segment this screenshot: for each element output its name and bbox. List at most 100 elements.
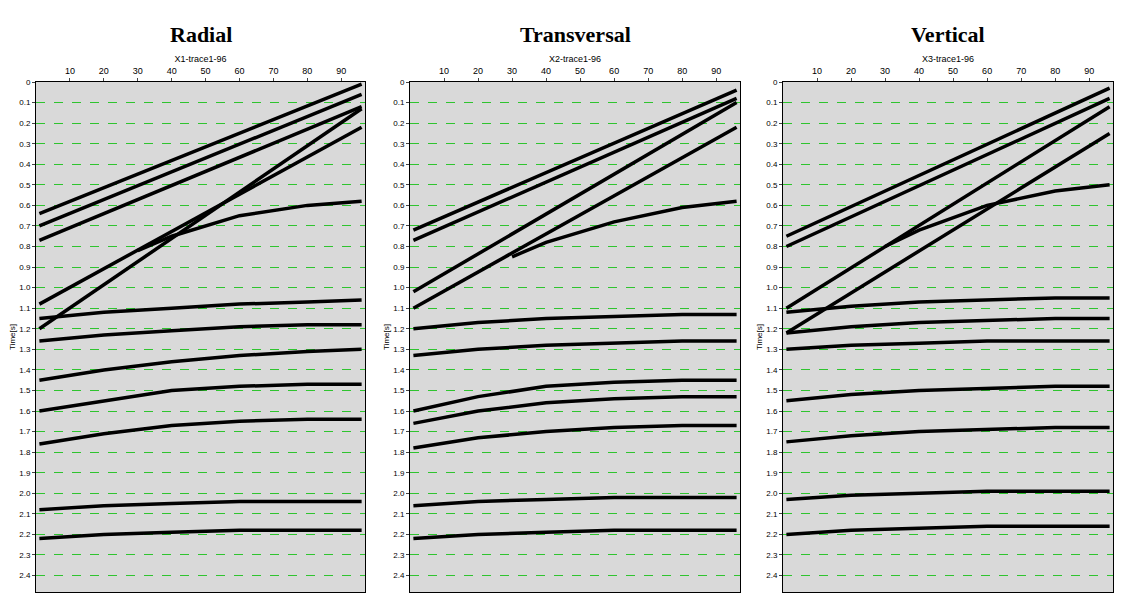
svg-text:40: 40	[167, 66, 177, 76]
svg-text:0.2: 0.2	[19, 119, 31, 128]
svg-text:0.4: 0.4	[766, 160, 778, 169]
svg-text:2.3: 2.3	[393, 551, 405, 560]
svg-text:50: 50	[575, 66, 585, 76]
svg-text:40: 40	[541, 66, 551, 76]
svg-text:1.8: 1.8	[19, 448, 31, 457]
svg-text:30: 30	[507, 66, 517, 76]
svg-text:30: 30	[880, 66, 890, 76]
svg-text:1.4: 1.4	[766, 366, 778, 375]
svg-text:60: 60	[235, 66, 245, 76]
svg-text:2.1: 2.1	[19, 510, 31, 519]
svg-text:0.5: 0.5	[19, 181, 31, 190]
svg-text:1.5: 1.5	[393, 386, 405, 395]
svg-text:0.7: 0.7	[766, 222, 778, 231]
svg-text:2.4: 2.4	[19, 571, 31, 580]
svg-text:0.8: 0.8	[393, 242, 405, 251]
svg-text:50: 50	[948, 66, 958, 76]
svg-text:X1-trace1-96: X1-trace1-96	[174, 54, 226, 64]
svg-text:0: 0	[773, 78, 778, 87]
svg-text:1.4: 1.4	[393, 366, 405, 375]
svg-text:0.2: 0.2	[766, 119, 778, 128]
svg-text:0.8: 0.8	[19, 242, 31, 251]
svg-text:0.9: 0.9	[766, 263, 778, 272]
svg-text:2.1: 2.1	[766, 510, 778, 519]
svg-text:2.2: 2.2	[19, 530, 31, 539]
svg-text:10: 10	[439, 66, 449, 76]
svg-text:2.0: 2.0	[393, 489, 405, 498]
svg-text:Transversal: Transversal	[520, 22, 631, 47]
svg-text:90: 90	[1084, 66, 1094, 76]
svg-text:1.5: 1.5	[766, 386, 778, 395]
svg-text:X2-trace1-96: X2-trace1-96	[549, 54, 601, 64]
svg-text:60: 60	[609, 66, 619, 76]
svg-text:1.7: 1.7	[393, 427, 405, 436]
svg-text:0.1: 0.1	[19, 98, 31, 107]
svg-text:1.3: 1.3	[393, 345, 405, 354]
svg-text:2.3: 2.3	[19, 551, 31, 560]
svg-text:30: 30	[133, 66, 143, 76]
svg-text:Radial: Radial	[170, 22, 232, 47]
svg-text:50: 50	[201, 66, 211, 76]
svg-text:2.4: 2.4	[766, 571, 778, 580]
svg-text:10: 10	[65, 66, 75, 76]
svg-text:2.0: 2.0	[19, 489, 31, 498]
svg-text:1.0: 1.0	[19, 283, 31, 292]
svg-text:1.9: 1.9	[393, 469, 405, 478]
svg-text:1.8: 1.8	[393, 448, 405, 457]
svg-text:1.6: 1.6	[19, 407, 31, 416]
svg-text:1.5: 1.5	[19, 386, 31, 395]
svg-text:20: 20	[846, 66, 856, 76]
svg-text:2.3: 2.3	[766, 551, 778, 560]
svg-text:0.5: 0.5	[393, 181, 405, 190]
svg-text:20: 20	[473, 66, 483, 76]
svg-text:0.9: 0.9	[19, 263, 31, 272]
svg-text:0.3: 0.3	[393, 139, 405, 148]
svg-text:70: 70	[643, 66, 653, 76]
svg-text:2.2: 2.2	[766, 530, 778, 539]
svg-text:1.2: 1.2	[766, 325, 778, 334]
svg-text:0.1: 0.1	[393, 98, 405, 107]
svg-text:0.4: 0.4	[393, 160, 405, 169]
svg-text:1.1: 1.1	[393, 304, 405, 313]
svg-text:0.2: 0.2	[393, 119, 405, 128]
svg-text:0.3: 0.3	[19, 139, 31, 148]
svg-text:1.6: 1.6	[393, 407, 405, 416]
svg-text:1.0: 1.0	[393, 283, 405, 292]
svg-text:40: 40	[914, 66, 924, 76]
svg-text:1.7: 1.7	[19, 427, 31, 436]
svg-text:80: 80	[677, 66, 687, 76]
svg-text:80: 80	[1050, 66, 1060, 76]
svg-text:0.7: 0.7	[393, 222, 405, 231]
svg-text:1.4: 1.4	[19, 366, 31, 375]
svg-text:1.9: 1.9	[766, 469, 778, 478]
svg-text:1.1: 1.1	[19, 304, 31, 313]
svg-text:0: 0	[400, 78, 405, 87]
svg-text:0.6: 0.6	[19, 201, 31, 210]
svg-text:2.2: 2.2	[393, 530, 405, 539]
svg-text:X3-trace1-96: X3-trace1-96	[922, 54, 974, 64]
svg-text:1.3: 1.3	[19, 345, 31, 354]
svg-text:1.1: 1.1	[766, 304, 778, 313]
svg-text:1.3: 1.3	[766, 345, 778, 354]
svg-text:70: 70	[268, 66, 278, 76]
svg-text:90: 90	[336, 66, 346, 76]
svg-text:2.4: 2.4	[393, 571, 405, 580]
svg-text:70: 70	[1016, 66, 1026, 76]
svg-text:1.8: 1.8	[766, 448, 778, 457]
svg-text:Time[s]: Time[s]	[8, 324, 17, 350]
svg-text:1.7: 1.7	[766, 427, 778, 436]
svg-text:Vertical: Vertical	[911, 22, 985, 47]
svg-text:10: 10	[812, 66, 822, 76]
svg-text:1.0: 1.0	[766, 283, 778, 292]
svg-text:0.4: 0.4	[19, 160, 31, 169]
svg-text:Time[s]: Time[s]	[755, 324, 764, 350]
svg-text:60: 60	[982, 66, 992, 76]
svg-text:0: 0	[26, 78, 31, 87]
svg-text:1.2: 1.2	[393, 325, 405, 334]
svg-text:1.6: 1.6	[766, 407, 778, 416]
svg-text:2.0: 2.0	[766, 489, 778, 498]
svg-text:0.9: 0.9	[393, 263, 405, 272]
svg-text:0.5: 0.5	[766, 181, 778, 190]
svg-text:0.6: 0.6	[766, 201, 778, 210]
svg-text:1.2: 1.2	[19, 325, 31, 334]
